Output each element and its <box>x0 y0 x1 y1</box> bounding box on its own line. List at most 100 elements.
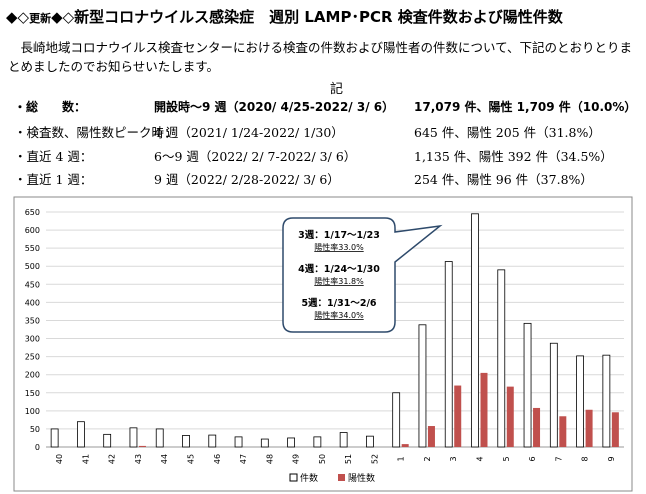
y-tick-label: 50 <box>30 425 40 434</box>
summary-period: 4 週（2021/ 1/24-2022/ 1/30） <box>154 125 344 140</box>
bar <box>523 322 532 448</box>
bar <box>549 342 558 448</box>
x-tick-label: 5 <box>502 456 511 461</box>
summary-period: 開設時〜9 週（2020/ 4/25-2022/ 3/ 6） <box>154 100 395 114</box>
x-tick-label: 49 <box>292 454 301 464</box>
summary-label: ・検査数、陽性数ピーク時： <box>14 125 177 140</box>
bar <box>533 407 541 447</box>
bar <box>576 355 584 448</box>
bar <box>339 432 348 448</box>
bar <box>585 409 593 447</box>
y-tick-label: 350 <box>25 316 40 325</box>
x-tick-label: 45 <box>187 454 196 464</box>
bar <box>208 434 217 448</box>
bar <box>418 324 427 448</box>
summary-row: ・検査数、陽性数ピーク時： 4 週（2021/ 1/24-2022/ 1/30） 6… <box>14 122 634 142</box>
y-tick-label: 400 <box>25 298 40 307</box>
x-tick-label: 41 <box>81 454 90 464</box>
y-tick-label: 100 <box>25 407 40 416</box>
x-tick-label: 9 <box>607 456 616 461</box>
x-tick-label: 3 <box>449 456 458 461</box>
bar <box>234 436 243 448</box>
bar <box>602 354 611 448</box>
bar <box>497 269 506 448</box>
x-tick-label: 42 <box>108 454 117 464</box>
bar <box>50 428 59 448</box>
bar <box>103 433 112 448</box>
summary-row: ・総 数： 開設時〜9 週（2020/ 4/25-2022/ 3/ 6） 17,07… <box>14 98 637 118</box>
y-tick-label: 450 <box>25 280 40 289</box>
legend-label: 件数 <box>300 472 318 484</box>
x-tick-label: 44 <box>160 454 169 464</box>
annotation-title: 3週：1/17〜1/23 <box>298 229 380 241</box>
x-tick-label: 46 <box>213 454 222 464</box>
bar <box>559 416 567 447</box>
summary-result: 17,079 件、陽性 1,709 件（10.0%） <box>414 100 637 114</box>
bar <box>287 437 295 448</box>
title: ◆◇新型コロナウイルス感染症 週別 LAMP･PCR 検査件数および陽性件数 <box>51 8 563 26</box>
summary-label: ・直近 4 週： <box>14 149 93 164</box>
bar <box>454 385 462 447</box>
callout <box>282 217 443 333</box>
y-tick-label: 150 <box>25 389 40 398</box>
legend-label: 陽性数 <box>348 472 375 484</box>
x-tick-label: 51 <box>344 454 353 464</box>
bar <box>427 426 435 447</box>
x-tick-label: 6 <box>528 456 537 461</box>
bar <box>506 386 514 447</box>
bar <box>401 444 409 447</box>
x-tick-label: 48 <box>265 454 274 464</box>
summary-period: 9 週（2022/ 2/28-2022/ 3/ 6） <box>154 172 340 187</box>
annotation-title: 4週：1/24〜1/30 <box>298 263 380 275</box>
legend-swatch <box>289 473 298 482</box>
y-tick-label: 250 <box>25 353 40 362</box>
bar <box>155 428 164 448</box>
annotation-rate: 陽性率33.0% <box>314 242 364 252</box>
bar <box>260 438 269 448</box>
x-tick-label: 52 <box>370 454 379 464</box>
summary-result: 254 件、陽性 96 件（37.8%） <box>414 172 593 187</box>
y-tick-label: 300 <box>25 335 40 344</box>
annotation-rate: 陽性率31.8% <box>314 276 364 286</box>
bar <box>138 445 146 447</box>
summary-row: ・直近 1 週： 9 週（2022/ 2/28-2022/ 3/ 6） 254 件、… <box>14 169 634 189</box>
bar <box>611 412 619 447</box>
x-tick-label: 50 <box>318 454 327 464</box>
bar <box>471 213 479 448</box>
x-tick-label: 4 <box>476 456 485 461</box>
y-tick-label: 650 <box>25 208 40 217</box>
bar <box>480 372 488 447</box>
y-tick-label: 550 <box>25 244 40 253</box>
summary-label: ・直近 1 週： <box>14 172 93 187</box>
summary-period: 6〜9 週（2022/ 2/ 7-2022/ 3/ 6） <box>154 149 357 164</box>
summary-result: 1,135 件、陽性 392 件（34.5%） <box>414 149 613 164</box>
bar <box>366 435 374 448</box>
legend-swatch <box>338 474 345 481</box>
annotation-title: 5週：1/31〜2/6 <box>301 297 376 309</box>
bar <box>444 261 453 448</box>
header: ◆◇更新◆◇新型コロナウイルス感染症 週別 LAMP･PCR 検査件数および陽性… <box>6 6 563 27</box>
annotation-rate: 陽性率34.0% <box>314 310 364 320</box>
ki: 記 <box>330 82 344 97</box>
y-tick-label: 0 <box>35 443 40 452</box>
y-tick-label: 500 <box>25 262 40 271</box>
bar <box>313 436 322 448</box>
x-tick-label: 43 <box>134 454 143 464</box>
x-tick-label: 47 <box>239 454 248 464</box>
intro: 長崎地域コロナウイルス検査センターにおける検査の件数および陽性者の件数について、… <box>8 40 633 74</box>
bar <box>392 392 401 448</box>
y-tick-label: 600 <box>25 226 40 235</box>
x-tick-label: 1 <box>397 456 406 461</box>
badge: 更新 <box>29 12 52 25</box>
x-tick-label: 7 <box>554 456 563 461</box>
x-tick-label: 40 <box>55 454 64 464</box>
bar <box>129 427 138 448</box>
bar <box>182 435 190 448</box>
mark: ◆◇ <box>6 8 30 26</box>
y-tick-label: 200 <box>25 371 40 380</box>
x-tick-label: 2 <box>423 456 432 461</box>
summary-label: ・総 数： <box>14 100 87 114</box>
